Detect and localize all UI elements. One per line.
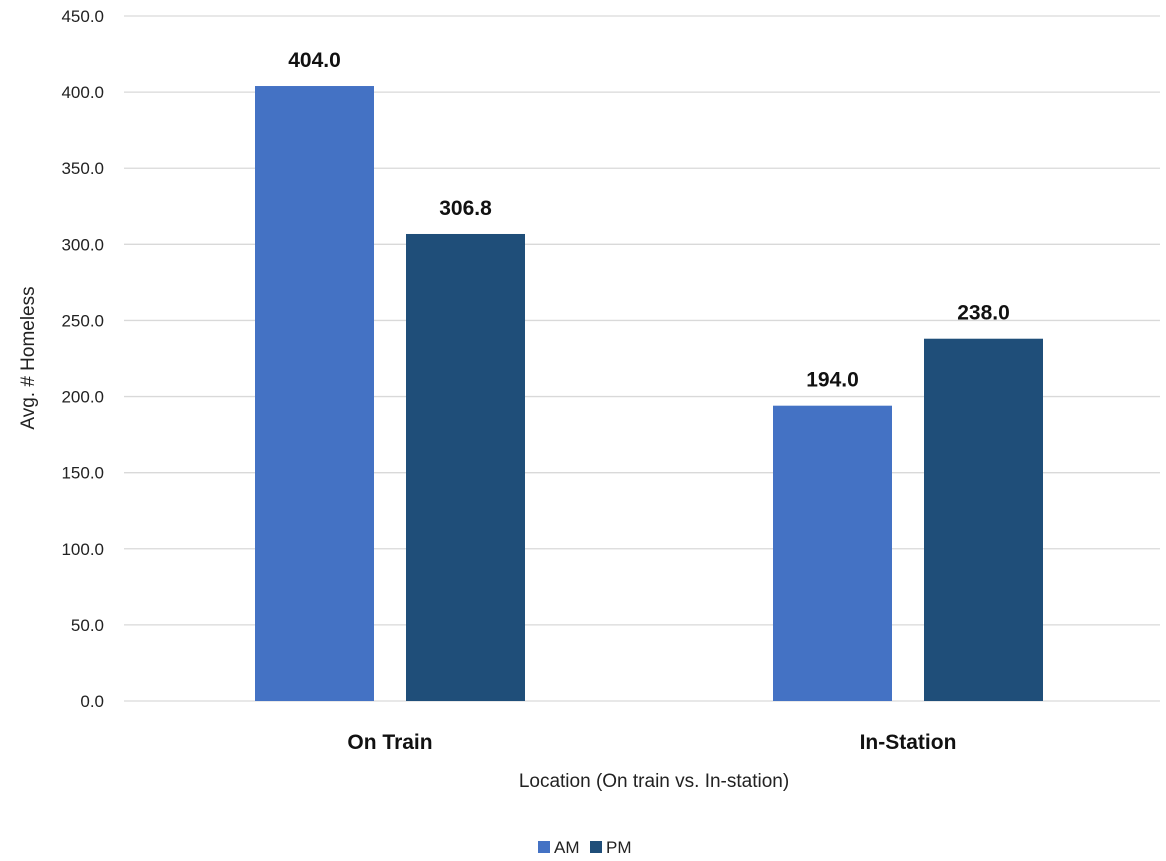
x-axis-categories: On Train In-Station (347, 731, 956, 754)
legend-label-pm: PM (606, 838, 632, 857)
legend-label-am: AM (554, 838, 580, 857)
bar-am-on-train (255, 86, 374, 702)
data-label: 306.8 (439, 197, 492, 220)
y-tick-label: 400.0 (61, 83, 104, 102)
y-tick-label: 100.0 (61, 540, 104, 559)
y-tick-label: 0.0 (80, 692, 104, 711)
bar-pm-on-train (406, 233, 525, 701)
legend: AM PM (538, 838, 632, 857)
data-label: 404.0 (288, 49, 341, 72)
data-labels: 404.0 306.8 194.0 238.0 (288, 49, 1010, 392)
data-label: 238.0 (957, 302, 1010, 325)
y-tick-label: 50.0 (71, 616, 104, 635)
y-tick-label: 200.0 (61, 388, 104, 407)
y-axis-title: Avg. # Homeless (18, 286, 39, 429)
legend-swatch-pm (590, 841, 602, 853)
bars (255, 86, 1043, 702)
y-tick-label: 450.0 (61, 7, 104, 26)
x-category-label: In-Station (860, 731, 957, 754)
bar-pm-in-station (924, 338, 1043, 701)
x-axis-title: Location (On train vs. In-station) (519, 771, 789, 792)
y-tick-label: 250.0 (61, 311, 104, 330)
y-axis-ticks: 0.0 50.0 100.0 150.0 200.0 250.0 300.0 350.0 400… (61, 7, 104, 711)
bar-am-in-station (773, 405, 892, 701)
y-tick-label: 300.0 (61, 235, 104, 254)
x-category-label: On Train (347, 731, 432, 754)
y-tick-label: 150.0 (61, 464, 104, 483)
legend-swatch-am (538, 841, 550, 853)
data-label: 194.0 (806, 369, 859, 392)
y-tick-label: 350.0 (61, 159, 104, 178)
